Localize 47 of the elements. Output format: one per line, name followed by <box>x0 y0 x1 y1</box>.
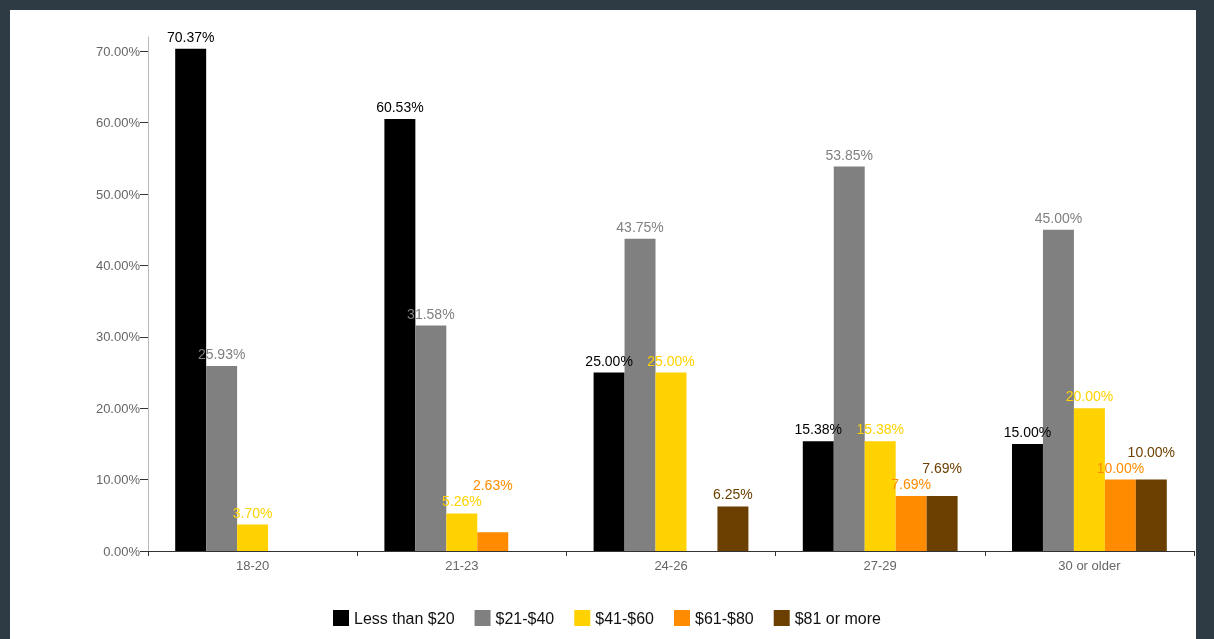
y-tick-label: 10.00% <box>95 472 141 488</box>
bar <box>655 372 687 551</box>
bar <box>926 496 958 551</box>
data-label: 6.25% <box>713 486 753 503</box>
bar <box>717 506 749 551</box>
data-label: 25.00% <box>585 352 633 369</box>
bar <box>1104 479 1136 551</box>
data-label: 43.75% <box>616 218 664 235</box>
bar <box>593 372 625 551</box>
x-tick-label: 30 or older <box>1058 558 1122 573</box>
y-tick-label: 50.00% <box>95 186 141 202</box>
bar <box>1135 479 1167 551</box>
bar <box>477 532 509 551</box>
legend-label: $61-$80 <box>694 609 754 627</box>
data-label: 45.00% <box>1034 209 1083 226</box>
legend-label: $21-$40 <box>495 609 555 627</box>
bar <box>895 496 927 551</box>
x-tick-label: 18-20 <box>235 558 270 573</box>
data-label: 60.53% <box>376 98 424 115</box>
y-tick-label: 0.00% <box>103 543 141 559</box>
bar <box>1012 443 1043 551</box>
data-label: 20.00% <box>1065 388 1114 405</box>
data-label: 2.63% <box>472 477 513 494</box>
data-label: 3.70% <box>232 504 273 521</box>
bar <box>237 524 269 551</box>
data-label: 15.38% <box>794 421 843 438</box>
data-label: 25.00% <box>647 352 695 369</box>
legend-label: $81 or more <box>794 609 882 627</box>
data-label: 10.00% <box>1127 443 1176 460</box>
data-label: 5.26% <box>441 493 482 510</box>
bar <box>802 441 834 551</box>
y-tick-label: 30.00% <box>95 329 141 345</box>
data-label: 70.37% <box>166 28 215 45</box>
data-label: 15.00% <box>1003 423 1052 440</box>
y-tick-label: 20.00% <box>95 400 141 416</box>
data-label: 7.69% <box>922 460 962 477</box>
bar <box>446 513 478 551</box>
y-tick-label: 60.00% <box>95 115 141 131</box>
data-label: 15.38% <box>856 421 904 438</box>
data-label: 53.85% <box>825 146 873 163</box>
y-tick-label: 70.00% <box>95 43 141 59</box>
x-tick-label: 21-23 <box>445 558 479 573</box>
y-tick-label: 40.00% <box>95 257 141 273</box>
x-tick-label: 27-29 <box>863 558 897 573</box>
x-tick-label: 24-26 <box>654 558 688 573</box>
legend-label: $41-$60 <box>595 609 655 627</box>
legend-label: Less than $20 <box>354 609 455 627</box>
